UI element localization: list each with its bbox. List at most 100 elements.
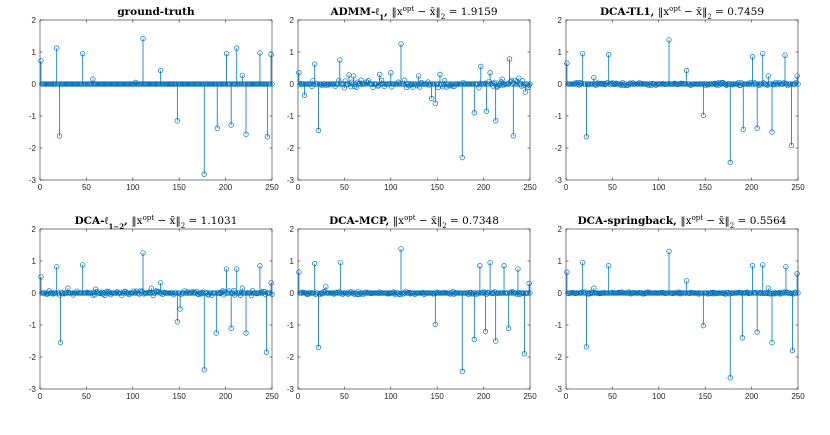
stem-marker <box>389 84 395 90</box>
stem-marker <box>760 50 766 57</box>
y-tick-label: 0 <box>558 80 563 89</box>
stem-marker <box>700 322 706 329</box>
stem-marker <box>794 271 800 277</box>
stem-marker <box>337 57 343 63</box>
stem-marker <box>56 133 63 139</box>
stem-marker <box>711 80 718 87</box>
stem-marker <box>268 51 274 58</box>
stem-marker <box>754 125 760 131</box>
stem-marker <box>174 319 180 325</box>
stem-marker <box>80 262 86 268</box>
stem-marker <box>312 260 318 267</box>
stem-marker <box>54 45 60 51</box>
stem-marker <box>727 159 733 166</box>
x-tick-label: 200 <box>745 183 759 192</box>
y-tick-label: 1 <box>558 48 563 57</box>
stem-marker <box>354 291 361 298</box>
subplot-1: ground-truth 0 50 100 150 200 250 -3 -2 -1 0 1 2 <box>29 6 279 192</box>
y-tick-label: -3 <box>555 176 563 185</box>
stem-marker <box>764 290 771 297</box>
stem-marker <box>314 81 321 87</box>
stem-marker <box>485 81 491 87</box>
x-tick-label: 0 <box>38 183 43 192</box>
y-tick-label: 2 <box>32 225 37 234</box>
x-tick-label: 150 <box>699 183 713 192</box>
stem-marker <box>432 321 438 328</box>
axis-box <box>297 19 531 181</box>
y-tick-label: 0 <box>290 289 295 298</box>
stem-marker <box>745 290 751 296</box>
stem-marker <box>140 35 146 42</box>
x-tick-label: 100 <box>126 183 140 192</box>
stem-marker <box>509 81 516 87</box>
y-tick-label: -1 <box>29 112 37 121</box>
y-tick-label: -2 <box>555 353 563 362</box>
stem-marker <box>219 289 225 295</box>
x-tick-label: 150 <box>173 183 187 192</box>
stem-marker <box>263 81 270 87</box>
stem-marker <box>525 290 531 296</box>
stem-marker <box>601 81 607 87</box>
y-tick-label: 0 <box>32 80 37 89</box>
stem-marker <box>666 248 672 255</box>
subplot-6: DCA-springback, ‖xopt − x̄‖2 = 0.5564 0 50… <box>555 214 805 401</box>
stem-marker <box>749 263 756 269</box>
stem-marker <box>700 112 706 119</box>
stem-marker <box>468 290 475 296</box>
stem-marker <box>258 290 264 296</box>
stem-marker <box>572 81 578 87</box>
y-tick-label: -1 <box>555 112 563 121</box>
stem-marker <box>739 335 745 341</box>
stem-marker <box>526 280 532 287</box>
stem-marker <box>784 81 790 87</box>
stem-marker <box>487 259 493 266</box>
stem-marker <box>795 290 801 296</box>
x-tick-label: 50 <box>608 183 617 192</box>
stem-marker <box>769 129 775 135</box>
stem-marker <box>472 290 478 296</box>
stem-marker <box>515 266 521 272</box>
y-tick-label: 0 <box>558 289 563 298</box>
stem-marker <box>459 368 465 375</box>
stem-marker <box>342 78 348 84</box>
stem-marker <box>377 71 383 78</box>
axis-box <box>39 228 273 390</box>
stem-marker <box>323 283 329 290</box>
stem-marker <box>780 81 786 87</box>
stem-marker <box>238 81 245 87</box>
stem-marker <box>795 81 801 87</box>
stem-marker <box>65 285 71 291</box>
stem-marker <box>755 81 761 87</box>
stem-marker <box>256 290 262 296</box>
stem-marker <box>482 328 489 335</box>
x-tick-label: 150 <box>431 392 445 401</box>
stem-marker <box>792 81 798 87</box>
stem-marker <box>157 67 164 74</box>
stem-marker <box>583 344 590 350</box>
x-tick-label: 0 <box>296 392 301 401</box>
stem-marker <box>259 289 265 295</box>
stem-marker <box>471 110 477 116</box>
x-tick-label: 250 <box>523 392 537 401</box>
axis-box <box>297 228 531 390</box>
stem-marker <box>174 118 180 124</box>
stem-marker <box>527 290 533 296</box>
x-tick-label: 250 <box>791 183 805 192</box>
stem-marker <box>347 81 353 87</box>
stem-marker <box>173 290 180 296</box>
stem-marker <box>437 71 443 78</box>
x-tick-label: 250 <box>265 183 279 192</box>
stem-marker <box>201 367 207 373</box>
stem-marker <box>773 79 779 86</box>
subplot-2: ADMM-ℓ1, ‖xopt − x̄‖2 = 1.9159 0 50 100 150 2… <box>287 5 537 192</box>
stem-marker <box>213 330 219 336</box>
x-tick-label: 200 <box>219 392 233 401</box>
axis-box <box>39 19 273 181</box>
stem-marker <box>505 290 511 296</box>
y-tick-label: -2 <box>29 144 37 153</box>
x-tick-label: 200 <box>219 183 233 192</box>
stem-marker <box>234 266 240 272</box>
stem-marker <box>301 92 308 98</box>
y-tick-label: -3 <box>287 176 295 185</box>
y-tick-label: 2 <box>290 225 295 234</box>
